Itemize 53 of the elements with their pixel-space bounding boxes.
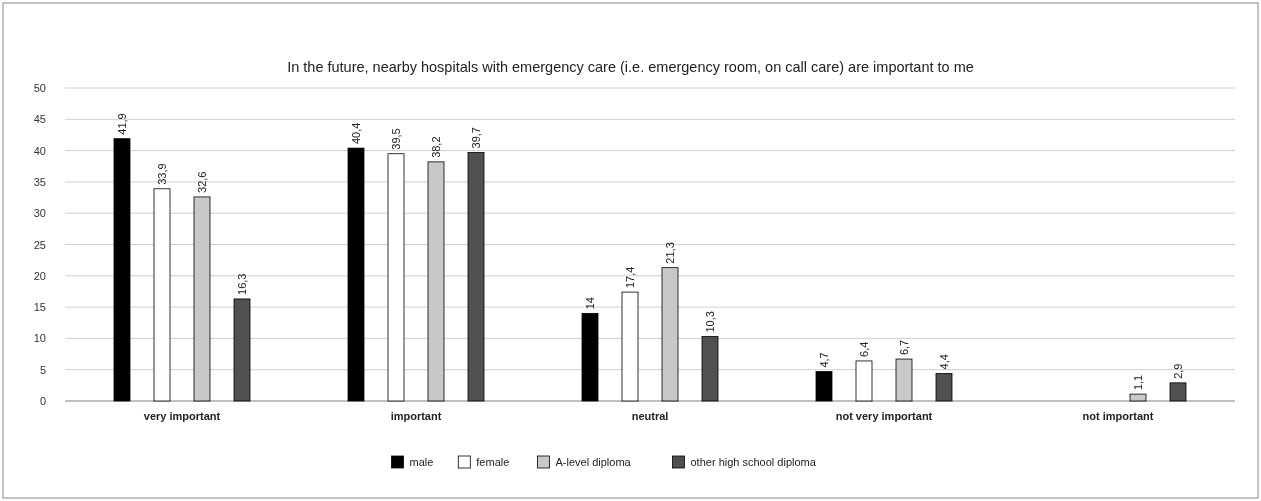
legend-label: other high school diploma — [690, 456, 817, 468]
data-label: 10,3 — [704, 311, 716, 333]
x-tick-label: very important — [143, 410, 221, 422]
data-label: 6,7 — [898, 339, 910, 356]
x-tick-label: not important — [1082, 410, 1154, 422]
chart-title: In the future, nearby hospitals with emergency care (i.e. emergency room, on call care) are important to me — [287, 59, 974, 75]
x-tick-label: not very important — [835, 410, 933, 422]
bar — [153, 188, 171, 402]
bar — [113, 138, 131, 402]
y-tick-label: 10 — [33, 332, 46, 345]
y-tick-label: 35 — [33, 175, 46, 188]
data-label: 4,4 — [938, 354, 950, 370]
data-label: 6,4 — [858, 341, 870, 357]
data-label: 33,9 — [156, 163, 168, 185]
y-tick-label: 5 — [39, 363, 46, 376]
data-label: 40,4 — [350, 122, 362, 145]
data-label: 32,6 — [196, 171, 208, 193]
data-label: 38,2 — [430, 136, 442, 158]
y-tick-label: 15 — [33, 301, 46, 314]
data-label: 4,7 — [818, 352, 830, 368]
bar — [347, 147, 365, 402]
bar — [467, 152, 485, 402]
x-tick-label: neutral — [631, 410, 669, 422]
bar — [581, 312, 599, 402]
legend-label: female — [476, 456, 510, 468]
data-label: 41,9 — [116, 113, 128, 135]
legend-label: male — [409, 456, 434, 468]
bar — [1129, 393, 1147, 402]
data-label: 17,4 — [624, 266, 636, 289]
y-tick-label: 40 — [33, 144, 46, 157]
bar — [855, 360, 873, 402]
bar — [233, 298, 251, 402]
data-label: 14 — [584, 297, 596, 310]
data-label: 1,1 — [1132, 374, 1144, 391]
bar — [621, 291, 639, 402]
y-tick-label: 50 — [33, 82, 46, 94]
bar — [1169, 382, 1187, 402]
bar — [935, 373, 953, 402]
y-tick-label: 20 — [33, 269, 46, 282]
legend-label: A-level diploma — [555, 456, 632, 468]
data-label: 2,9 — [1172, 363, 1184, 379]
x-tick-label: important — [390, 410, 442, 422]
bar — [815, 371, 833, 402]
data-label: 39,5 — [390, 128, 402, 150]
data-label: 39,7 — [470, 127, 482, 149]
y-tick-label: 0 — [39, 395, 46, 407]
bar — [387, 153, 405, 402]
data-label: 21,3 — [664, 242, 676, 264]
bar — [701, 336, 719, 402]
data-label: 16,3 — [236, 273, 248, 295]
y-tick-label: 30 — [33, 207, 46, 220]
y-tick-label: 45 — [33, 113, 46, 126]
y-tick-label: 25 — [33, 238, 46, 251]
